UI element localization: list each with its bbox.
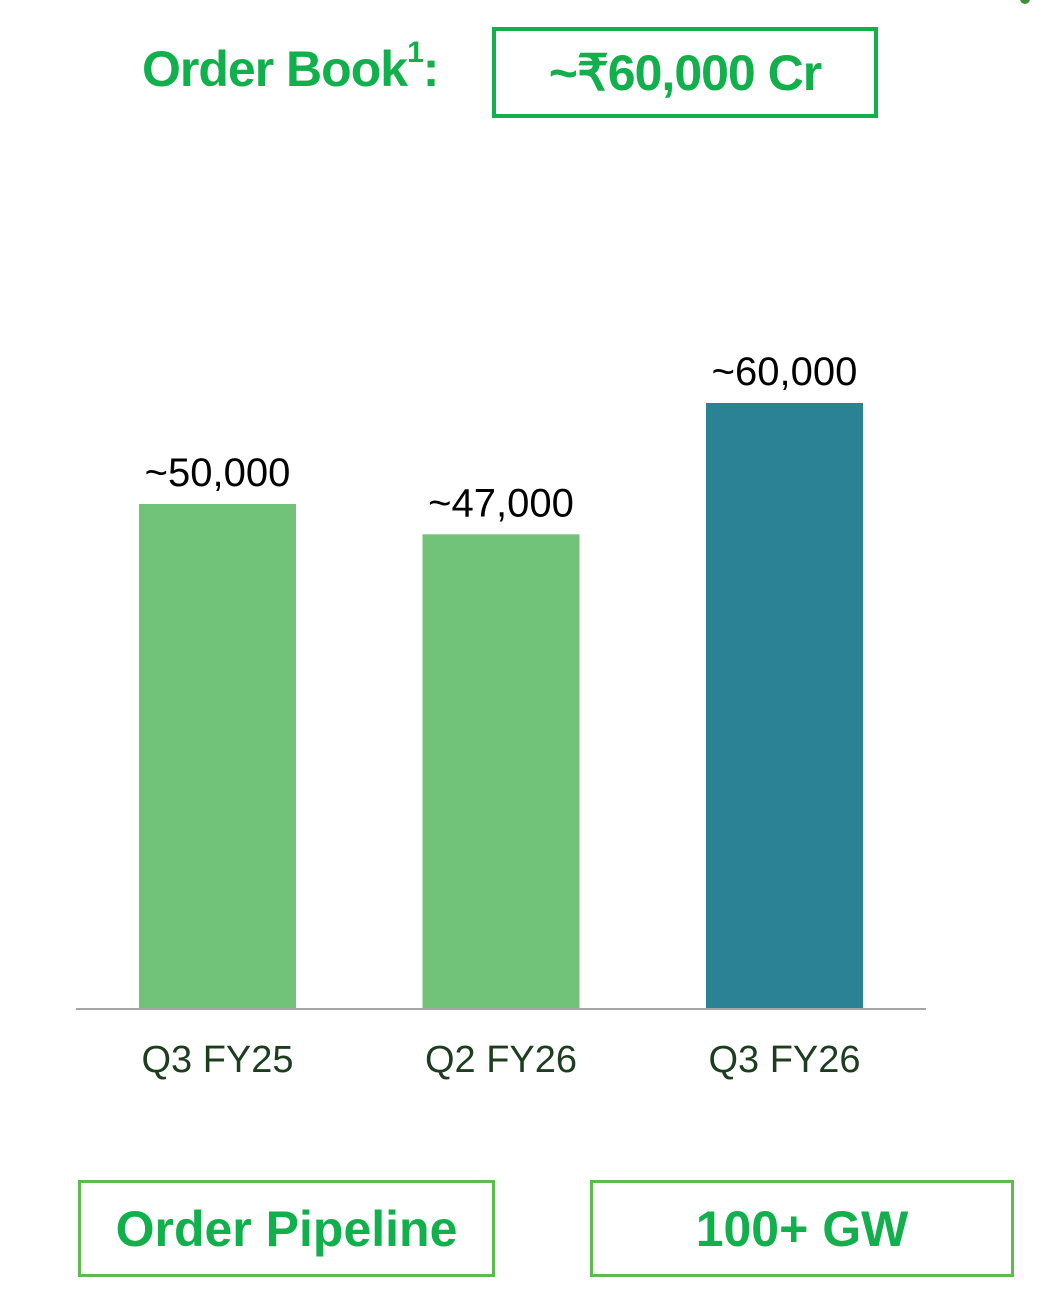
x-tick-label-2: Q2 FY26 xyxy=(425,1039,577,1081)
bar-chart: ~50,000 Q3 FY25 ~47,000 Q2 FY26 ~60,000 Q3 FY… xyxy=(76,350,926,1081)
order-pipeline-label: Order Pipeline xyxy=(115,1200,458,1257)
x-tick-label-3: Q3 FY26 xyxy=(708,1039,860,1081)
title-text: Order Book xyxy=(142,41,408,97)
order-book-value: ~₹60,000 Cr xyxy=(548,44,822,101)
order-pipeline-label-box: Order Pipeline xyxy=(78,1180,495,1277)
corner-dot xyxy=(1020,0,1030,4)
x-tick-label-1: Q3 FY25 xyxy=(141,1039,293,1081)
data-label-3: ~60,000 xyxy=(712,350,858,394)
bar-1 xyxy=(139,504,296,1009)
bar-3 xyxy=(706,403,863,1009)
order-book-title: Order Book1: xyxy=(142,36,440,98)
data-label-2: ~47,000 xyxy=(428,481,574,525)
order-pipeline-value-box: 100+ GW xyxy=(590,1180,1014,1277)
footnote-marker: 1 xyxy=(407,36,424,69)
bar-2 xyxy=(422,534,580,1009)
title-colon: : xyxy=(422,41,440,97)
order-book-value-box: ~₹60,000 Cr xyxy=(492,27,878,118)
data-label-1: ~50,000 xyxy=(145,451,291,495)
order-pipeline-value: 100+ GW xyxy=(695,1200,909,1257)
